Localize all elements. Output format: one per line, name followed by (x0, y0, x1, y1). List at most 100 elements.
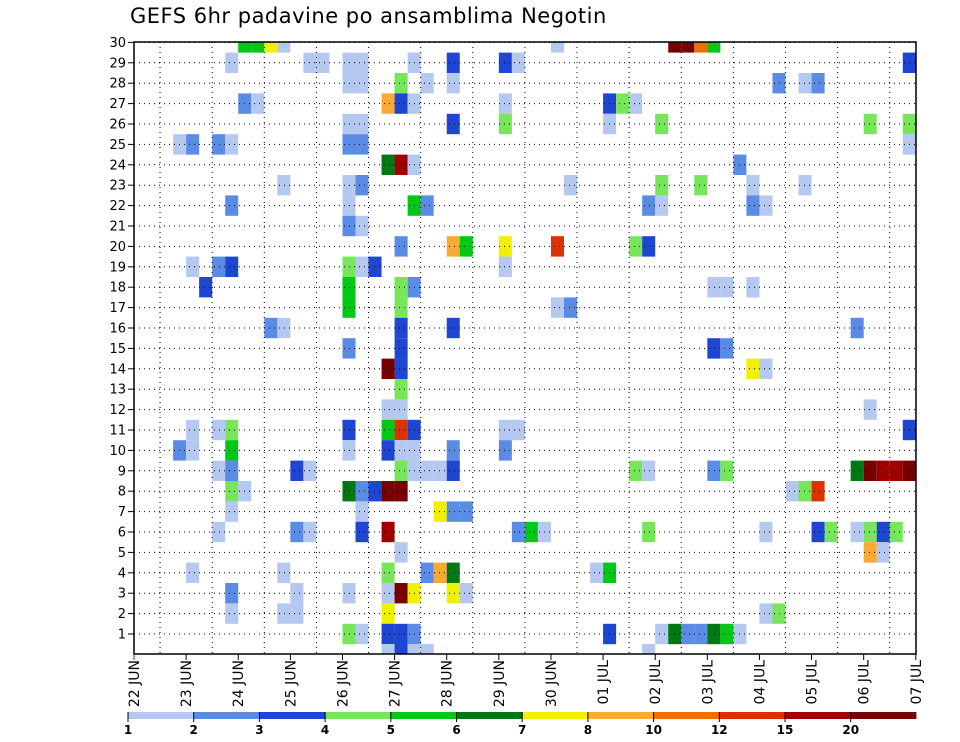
x-tick-label: 01 JUL (596, 660, 612, 705)
heatmap-cell (446, 460, 460, 481)
heatmap-cell (264, 317, 278, 339)
heatmap-cell (212, 419, 226, 441)
heatmap-cell (368, 481, 382, 502)
heatmap-cell (746, 195, 760, 216)
heatmap-cell (446, 52, 460, 73)
heatmap-cell (394, 399, 408, 420)
legend-swatch (653, 712, 720, 719)
heatmap-cell (420, 460, 434, 481)
heatmap-cell (381, 644, 395, 654)
heatmap-cell (720, 277, 734, 298)
heatmap-cell (342, 623, 356, 645)
heatmap-cell (394, 542, 408, 563)
heatmap-cell (212, 256, 226, 277)
heatmap-cell (225, 134, 239, 155)
heatmap-cell (342, 134, 356, 155)
x-tick-label: 04 JUL (752, 660, 768, 705)
heatmap-cell (394, 338, 408, 359)
x-tick-label: 28 JUN (440, 660, 456, 707)
heatmap-cell (563, 297, 578, 318)
y-tick-label: 20 (109, 240, 126, 255)
heatmap-cells (173, 42, 916, 654)
heatmap-cell (355, 521, 369, 543)
heatmap-cell (368, 256, 382, 277)
legend-label: 4 (321, 723, 329, 737)
legend-swatch (719, 712, 785, 719)
heatmap-cell (225, 440, 239, 461)
heatmap-cell (707, 277, 721, 298)
heatmap-cell (342, 256, 356, 277)
heatmap-cell (355, 52, 369, 73)
heatmap-cell (863, 399, 877, 420)
heatmap-cell (394, 644, 408, 654)
heatmap-cell (889, 460, 903, 481)
legend-swatch (850, 712, 917, 719)
heatmap-cell (355, 256, 369, 277)
heatmap-cell (381, 154, 395, 175)
heatmap-cell (811, 481, 825, 502)
legend-swatch (259, 712, 326, 719)
y-tick-label: 14 (109, 362, 126, 377)
heatmap-cell (394, 379, 408, 400)
x-tick-label: 22 JUN (127, 660, 143, 707)
heatmap-cell (212, 134, 226, 155)
heatmap-cell (433, 562, 447, 583)
heatmap-cell (707, 338, 721, 359)
heatmap-cell (186, 134, 200, 155)
y-tick-label: 23 (109, 179, 126, 194)
y-tick-label: 28 (109, 77, 126, 92)
heatmap-cell (511, 52, 525, 73)
heatmap-cell (420, 562, 434, 583)
heatmap-cell (394, 440, 408, 461)
heatmap-cell (394, 236, 408, 257)
heatmap-cell (381, 583, 395, 604)
y-tick-label: 24 (109, 158, 126, 173)
heatmap-cell (277, 603, 291, 624)
heatmap-cell (394, 277, 408, 298)
heatmap-cell (459, 236, 473, 257)
heatmap-cell (616, 93, 630, 114)
heatmap-cell (355, 175, 369, 196)
heatmap-cell (785, 481, 799, 502)
y-tick-label: 19 (109, 260, 126, 275)
y-tick-label: 6 (118, 526, 126, 541)
heatmap-cell (225, 460, 239, 481)
heatmap-cell (772, 603, 786, 624)
y-tick-label: 15 (109, 342, 126, 357)
y-tick-label: 21 (109, 220, 126, 235)
heatmap-cell (394, 358, 408, 379)
heatmap-cell (590, 562, 604, 583)
heatmap-cell (394, 481, 408, 502)
legend-swatch (522, 712, 588, 719)
heatmap-cell (407, 644, 421, 654)
legend-swatch (128, 712, 194, 719)
heatmap-cell (212, 460, 226, 481)
heatmap-cell (277, 562, 291, 583)
heatmap-cell (381, 440, 395, 461)
legend-swatch (456, 712, 523, 719)
heatmap-cell (811, 521, 825, 543)
y-tick-label: 4 (118, 566, 126, 581)
y-tick-label: 16 (109, 322, 126, 337)
y-tick-label: 7 (118, 505, 126, 520)
legend-label: 20 (842, 723, 859, 737)
heatmap-cell (290, 521, 304, 543)
heatmap-cell (342, 52, 356, 73)
heatmap-cell (381, 481, 395, 502)
heatmap-cell (642, 460, 656, 481)
y-tick-label: 25 (109, 138, 126, 153)
heatmap-cell (394, 623, 408, 645)
x-tick-label: 02 JUL (648, 660, 664, 705)
y-tick-label: 10 (109, 444, 126, 459)
heatmap-cell (746, 175, 760, 196)
heatmap-cell (251, 93, 265, 114)
legend-label: 10 (645, 723, 662, 737)
heatmap-cell (498, 52, 512, 73)
chart-title: GEFS 6hr padavine po ansamblima Negotin (130, 4, 607, 28)
y-tick-label: 9 (118, 464, 126, 479)
heatmap-cell (446, 73, 460, 94)
heatmap-cell (746, 358, 760, 379)
heatmap-cell (655, 113, 669, 135)
heatmap-cell (629, 460, 643, 481)
